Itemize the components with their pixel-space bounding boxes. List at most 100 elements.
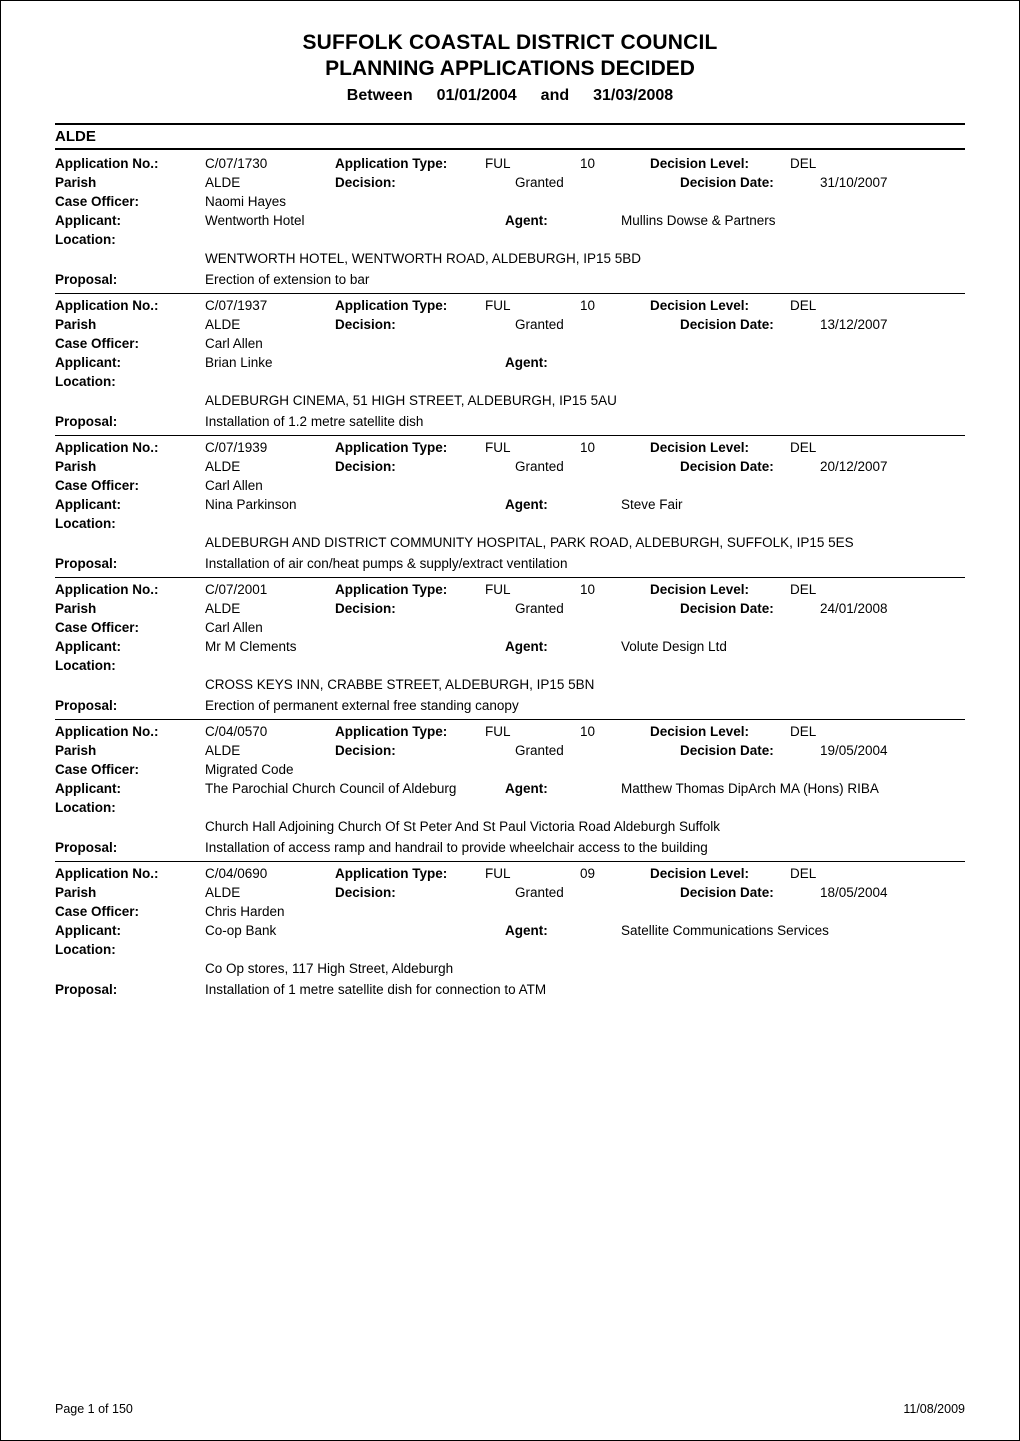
app-no: C/07/2001 xyxy=(205,582,335,597)
decision-level-label: Decision Level: xyxy=(650,440,790,455)
decision-label: Decision: xyxy=(335,459,485,474)
parish-label: Parish xyxy=(55,317,205,332)
application-block: Application No.: C/07/1937 Application T… xyxy=(55,293,965,429)
applicant-label: Applicant: xyxy=(55,213,205,228)
case-officer: Naomi Hayes xyxy=(205,194,286,209)
page: SUFFOLK COASTAL DISTRICT COUNCIL PLANNIN… xyxy=(0,0,1020,1441)
applicant: Wentworth Hotel xyxy=(205,213,505,228)
app-no-label: Application No.: xyxy=(55,724,205,739)
app-type-num: 10 xyxy=(580,440,650,455)
agent: Satellite Communications Services xyxy=(591,923,965,938)
decision: Granted xyxy=(485,601,610,616)
applicant: Co-op Bank xyxy=(205,923,505,938)
app-type-num: 10 xyxy=(580,582,650,597)
decision-label: Decision: xyxy=(335,601,485,616)
parish-label: Parish xyxy=(55,459,205,474)
parish-label: Parish xyxy=(55,601,205,616)
proposal-label: Proposal: xyxy=(55,272,205,287)
location: WENTWORTH HOTEL, WENTWORTH ROAD, ALDEBUR… xyxy=(205,251,641,266)
location-label: Location: xyxy=(55,658,205,673)
location-label: Location: xyxy=(55,516,205,531)
app-no-label: Application No.: xyxy=(55,582,205,597)
case-officer: Migrated Code xyxy=(205,762,294,777)
parish-label: Parish xyxy=(55,175,205,190)
app-no-label: Application No.: xyxy=(55,156,205,171)
case-officer-label: Case Officer: xyxy=(55,336,205,351)
decision: Granted xyxy=(485,459,610,474)
decision-date: 13/12/2007 xyxy=(820,317,940,332)
app-no: C/07/1939 xyxy=(205,440,335,455)
decision-level-label: Decision Level: xyxy=(650,724,790,739)
proposal-label: Proposal: xyxy=(55,414,205,429)
decision-level: DEL xyxy=(790,866,910,881)
decision-date-label: Decision Date: xyxy=(680,601,820,616)
case-officer-label: Case Officer: xyxy=(55,194,205,209)
decision-level: DEL xyxy=(790,440,910,455)
app-type-label: Application Type: xyxy=(335,582,485,597)
decision-label: Decision: xyxy=(335,885,485,900)
parish-code: ALDE xyxy=(205,175,335,190)
location-label: Location: xyxy=(55,800,205,815)
case-officer-label: Case Officer: xyxy=(55,904,205,919)
decision-date: 24/01/2008 xyxy=(820,601,940,616)
date-from: 01/01/2004 xyxy=(437,87,517,104)
location-label: Location: xyxy=(55,232,205,247)
decision-date: 19/05/2004 xyxy=(820,743,940,758)
location: Co Op stores, 117 High Street, Aldeburgh xyxy=(205,961,453,976)
decision-date-label: Decision Date: xyxy=(680,743,820,758)
location: ALDEBURGH AND DISTRICT COMMUNITY HOSPITA… xyxy=(205,535,854,550)
proposal: Installation of 1.2 metre satellite dish xyxy=(205,414,423,429)
decision-level-label: Decision Level: xyxy=(650,582,790,597)
applicant: Brian Linke xyxy=(205,355,505,370)
applicant: The Parochial Church Council of Aldeburg xyxy=(205,781,505,796)
agent: Steve Fair xyxy=(591,497,965,512)
page-footer: Page 1 of 150 11/08/2009 xyxy=(55,1402,965,1416)
app-type-num: 10 xyxy=(580,156,650,171)
applicant: Nina Parkinson xyxy=(205,497,505,512)
app-type-label: Application Type: xyxy=(335,866,485,881)
decision-date-label: Decision Date: xyxy=(680,459,820,474)
proposal-label: Proposal: xyxy=(55,556,205,571)
app-no: C/07/1937 xyxy=(205,298,335,313)
applicant-label: Applicant: xyxy=(55,497,205,512)
parish-code: ALDE xyxy=(205,885,335,900)
between-label: Between xyxy=(347,87,413,104)
case-officer: Carl Allen xyxy=(205,620,263,635)
location: Church Hall Adjoining Church Of St Peter… xyxy=(205,819,720,834)
application-block: Application No.: C/04/0690 Application T… xyxy=(55,861,965,997)
app-type-label: Application Type: xyxy=(335,724,485,739)
app-no-label: Application No.: xyxy=(55,440,205,455)
app-type: FUL xyxy=(485,440,580,455)
header-line2: PLANNING APPLICATIONS DECIDED xyxy=(55,57,965,81)
decision-level-label: Decision Level: xyxy=(650,866,790,881)
case-officer-label: Case Officer: xyxy=(55,762,205,777)
app-type: FUL xyxy=(485,156,580,171)
applicant-label: Applicant: xyxy=(55,355,205,370)
proposal-label: Proposal: xyxy=(55,982,205,997)
app-no-label: Application No.: xyxy=(55,866,205,881)
decision: Granted xyxy=(485,885,610,900)
app-type-num: 09 xyxy=(580,866,650,881)
location: ALDEBURGH CINEMA, 51 HIGH STREET, ALDEBU… xyxy=(205,393,617,408)
agent-label: Agent: xyxy=(505,213,591,228)
decision: Granted xyxy=(485,317,610,332)
decision-level-label: Decision Level: xyxy=(650,298,790,313)
agent-label: Agent: xyxy=(505,355,591,370)
decision-date-label: Decision Date: xyxy=(680,317,820,332)
header-line3: Between01/01/2004and31/03/2008 xyxy=(55,87,965,105)
app-type: FUL xyxy=(485,298,580,313)
application-block: Application No.: C/04/0570 Application T… xyxy=(55,719,965,855)
parish-label: Parish xyxy=(55,885,205,900)
agent-label: Agent: xyxy=(505,497,591,512)
parish-header: ALDE xyxy=(55,123,965,150)
applicant-label: Applicant: xyxy=(55,923,205,938)
proposal-label: Proposal: xyxy=(55,698,205,713)
case-officer-label: Case Officer: xyxy=(55,620,205,635)
app-no: C/04/0690 xyxy=(205,866,335,881)
proposal: Erection of extension to bar xyxy=(205,272,369,287)
proposal: Installation of access ramp and handrail… xyxy=(205,840,708,855)
decision: Granted xyxy=(485,743,610,758)
report-header: SUFFOLK COASTAL DISTRICT COUNCIL PLANNIN… xyxy=(55,31,965,105)
decision-date-label: Decision Date: xyxy=(680,175,820,190)
decision-label: Decision: xyxy=(335,743,485,758)
